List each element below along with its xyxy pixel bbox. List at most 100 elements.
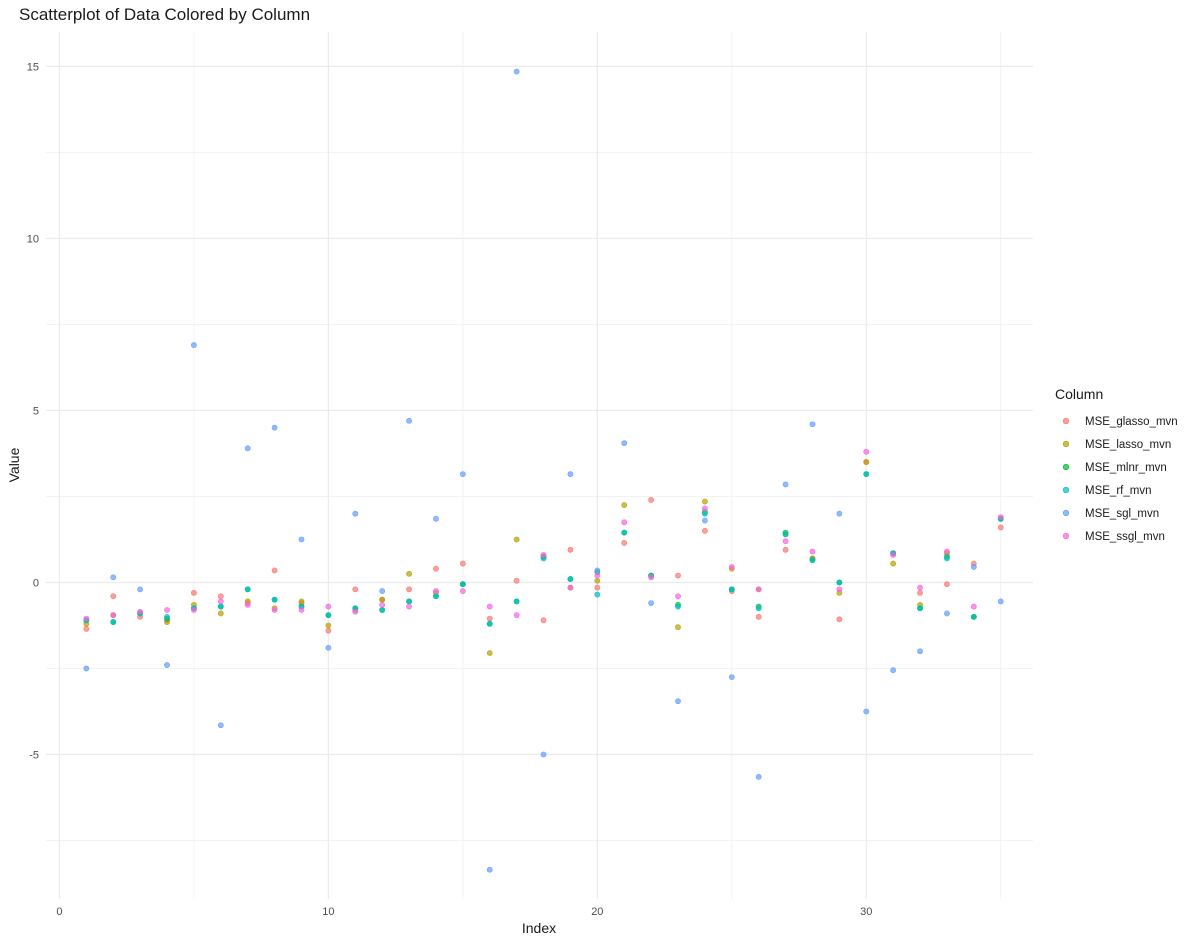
data-point: [675, 572, 681, 579]
data-point: [486, 866, 493, 873]
data-point: [379, 607, 386, 613]
data-point: [325, 622, 332, 629]
data-point: [782, 538, 789, 545]
data-points: [83, 68, 1004, 873]
data-point: [970, 603, 977, 610]
data-point: [836, 510, 843, 517]
data-point: [728, 564, 735, 570]
data-point: [755, 605, 762, 612]
x-tick-labels: 0 10 20 30: [56, 906, 872, 918]
x-tick-label: 0: [56, 906, 62, 918]
data-point: [728, 586, 735, 593]
data-point: [567, 546, 574, 553]
data-point: [164, 662, 170, 668]
data-point: [648, 574, 655, 581]
data-point: [997, 598, 1004, 605]
y-tick-label: 15: [27, 61, 39, 73]
legend-item: MSE_rf_mvn: [1062, 485, 1151, 497]
data-point: [621, 440, 628, 447]
y-tick-label: -5: [29, 750, 39, 762]
data-point: [621, 519, 628, 526]
data-point: [970, 564, 977, 570]
legend: Column MSE_glasso_mvn MSE_lasso_mvn MSE_ml…: [1055, 386, 1178, 543]
data-point: [325, 627, 332, 634]
data-point: [755, 773, 762, 780]
grid-lines: [46, 32, 1033, 899]
data-point: [433, 565, 439, 572]
data-point: [164, 607, 170, 613]
data-point: [137, 586, 144, 593]
data-point: [191, 342, 197, 348]
data-point: [433, 593, 439, 600]
data-point: [325, 603, 332, 610]
chart-title: Scatterplot of Data Colored by Column: [19, 5, 311, 24]
data-point: [244, 601, 251, 608]
data-point: [836, 579, 843, 586]
data-point: [406, 417, 412, 424]
legend-label: MSE_ssgl_mvn: [1085, 531, 1165, 543]
data-point: [621, 529, 628, 536]
data-point: [540, 617, 547, 624]
x-tick-label: 20: [591, 906, 603, 918]
data-point: [836, 586, 843, 593]
data-point: [298, 598, 305, 605]
x-axis-title: Index: [522, 920, 556, 936]
x-tick-label: 10: [322, 906, 334, 918]
data-point: [110, 574, 117, 581]
data-point: [755, 586, 762, 593]
data-point: [621, 502, 628, 508]
data-point: [433, 515, 439, 522]
data-point: [675, 593, 681, 600]
data-point: [809, 557, 816, 564]
y-axis-title: Value: [6, 447, 22, 482]
data-point: [486, 650, 493, 656]
legend-title: Column: [1055, 386, 1103, 402]
legend-key: [1062, 463, 1070, 471]
data-point: [379, 588, 386, 594]
data-point: [970, 613, 977, 620]
data-point: [863, 708, 870, 715]
data-point: [863, 459, 870, 465]
data-point: [352, 608, 359, 615]
data-point: [244, 586, 251, 593]
data-point: [944, 548, 950, 555]
data-point: [271, 567, 278, 574]
y-tick-labels: -5 0 5 10 15: [27, 61, 39, 761]
data-point: [244, 445, 251, 452]
x-tick-label: 30: [860, 906, 872, 918]
data-point: [191, 589, 197, 596]
data-point: [406, 598, 412, 605]
series-MSE_ssgl_mvn: [83, 448, 1004, 622]
data-point: [997, 524, 1004, 531]
data-point: [217, 722, 224, 729]
series-MSE_sgl_mvn: [83, 68, 1004, 873]
data-point: [890, 667, 897, 674]
data-point: [944, 555, 950, 562]
data-point: [110, 619, 117, 625]
legend-label: MSE_lasso_mvn: [1085, 439, 1171, 451]
data-point: [459, 471, 466, 478]
data-point: [352, 586, 359, 593]
data-point: [728, 674, 735, 680]
data-point: [513, 68, 520, 75]
data-point: [325, 644, 332, 651]
data-point: [567, 576, 574, 582]
data-point: [567, 471, 574, 478]
legend-label: MSE_glasso_mvn: [1085, 416, 1178, 428]
data-point: [701, 505, 708, 512]
data-point: [863, 471, 870, 478]
data-point: [917, 648, 923, 655]
data-point: [782, 481, 789, 488]
data-point: [298, 536, 305, 543]
data-point: [271, 596, 278, 603]
legend-label: MSE_sgl_mvn: [1085, 508, 1159, 520]
data-point: [271, 424, 278, 431]
data-point: [675, 624, 681, 631]
legend-item: MSE_lasso_mvn: [1062, 439, 1171, 451]
data-point: [675, 698, 681, 705]
data-point: [836, 616, 843, 623]
data-point: [567, 584, 574, 591]
legend-item: MSE_mlnr_mvn: [1062, 462, 1167, 474]
legend-key: [1062, 532, 1070, 540]
